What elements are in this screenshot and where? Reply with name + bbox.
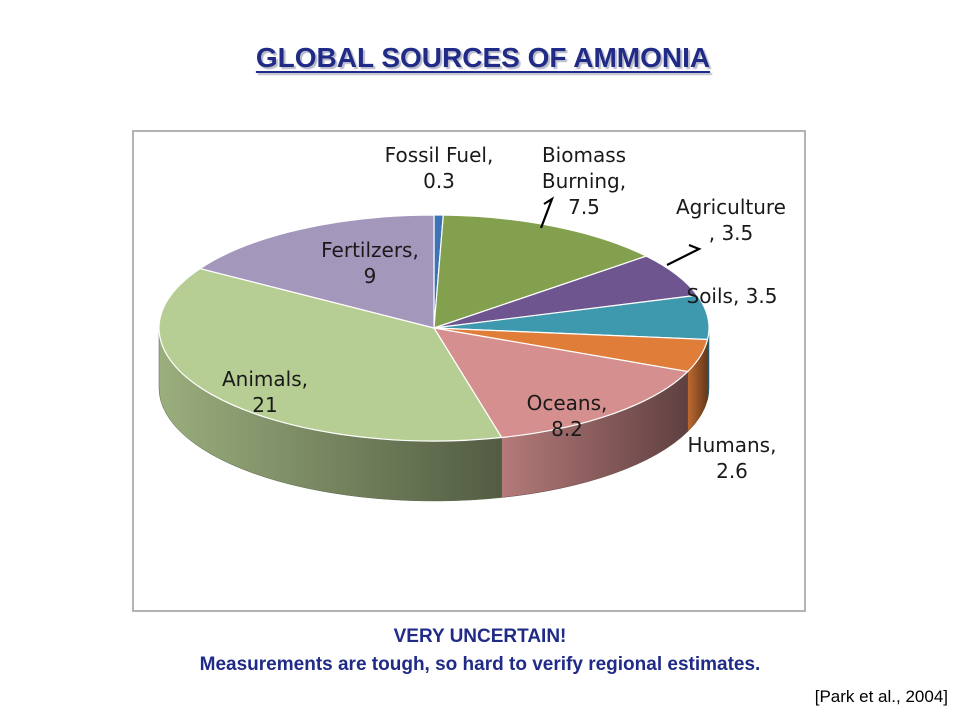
pie-slice-fertilzers — [199, 214, 435, 329]
slice-label-soils: Soils, 3.5 — [687, 284, 778, 308]
pie-slice-animals — [158, 267, 503, 442]
citation: [Park et al., 2004] — [814, 687, 948, 706]
chart-title: GLOBAL SOURCES OF AMMONIA — [255, 42, 711, 73]
leader-line-agriculture — [666, 243, 702, 266]
slice-label-fertilzers: Fertilzers, 9 — [321, 238, 419, 288]
pie-slice-biomass-burning — [433, 214, 647, 329]
slice-label-humans: Humans, 2.6 — [688, 433, 777, 483]
slice-label-fossil-fuel: Fossil Fuel, 0.3 — [385, 143, 494, 193]
slice-label-biomass-burning: Biomass Burning, 7.5 — [542, 143, 626, 219]
slice-label-agriculture: Agriculture, 3.5 — [676, 195, 786, 245]
pie-side-walls — [158, 327, 710, 502]
pie-slice-oceans — [433, 327, 689, 439]
slice-label-animals: Animals, 21 — [222, 367, 308, 417]
slice-label-oceans: Oceans, 8.2 — [527, 391, 608, 441]
uncertainty-note: VERY UNCERTAIN! — [393, 626, 567, 647]
pie-chart: Fossil Fuel, 0.3 Biomass Burning, 7.5 Agricul… — [158, 143, 786, 502]
measurement-note: Measurements are tough, so hard to verif… — [199, 654, 761, 675]
leader-line-biomass-burning — [539, 196, 555, 229]
chart-frame: Fossil Fuel, 0.3 Biomass Burning, 7.5 Agricul… — [132, 130, 806, 612]
pie-slices — [158, 214, 710, 442]
